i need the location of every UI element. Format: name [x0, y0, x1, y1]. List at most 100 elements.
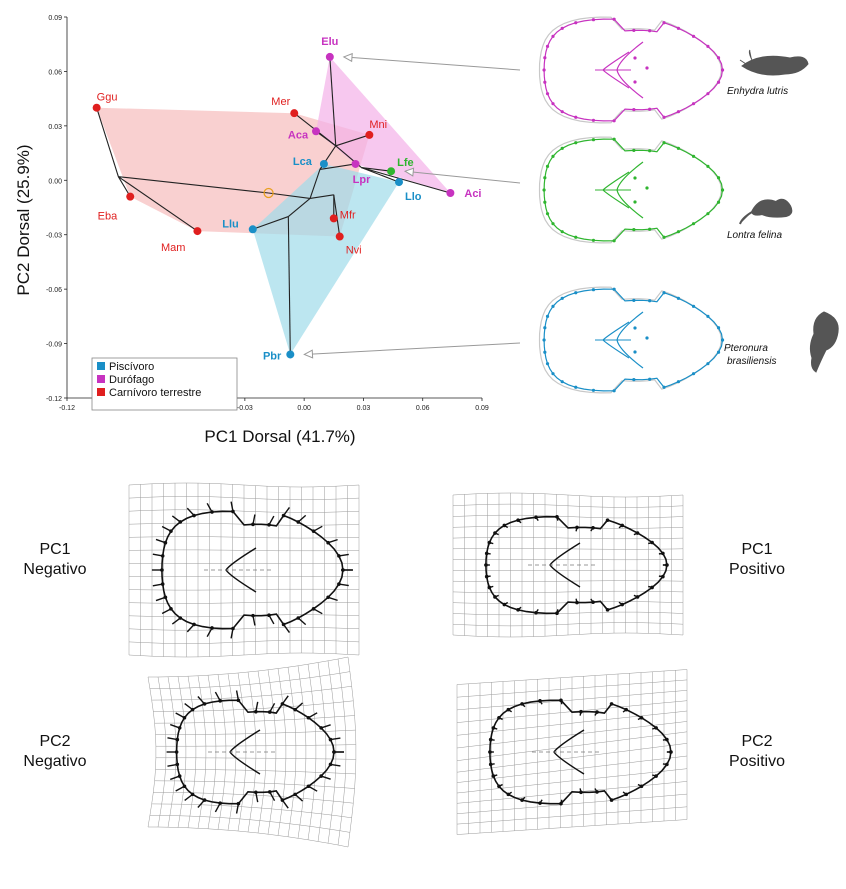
deformation-vector [662, 738, 667, 741]
skull-lontra-landmark [545, 164, 550, 168]
legend-swatch [97, 388, 105, 396]
legend-box [91, 357, 238, 411]
deformation-vector [539, 799, 543, 804]
deformation-vector [622, 791, 627, 795]
deformation-vector [308, 712, 318, 719]
tree-branch [329, 56, 337, 146]
skull-enhydra-landmark [560, 26, 564, 30]
skull-pteronura-consensus [538, 286, 723, 394]
skull-pteronura-outline [543, 288, 724, 392]
deformation-skull [175, 699, 335, 805]
deformation-vector [517, 606, 522, 611]
x-tick-label: -0.03 [237, 405, 253, 412]
skull-pteronura-landmark [543, 326, 547, 330]
skull-lontra-landmark [632, 228, 636, 232]
deformation-vector [594, 788, 598, 793]
deformation-vector [590, 598, 594, 603]
tree-branch [252, 216, 289, 230]
pc-direction-label: Positivo [729, 753, 785, 770]
deformation-vector [230, 501, 234, 512]
point-label-aca: Aca [288, 129, 309, 141]
skull-enhydra-landmark [662, 115, 666, 119]
giant-otter-silhouette [809, 311, 839, 373]
skull-pteronura-landmark [662, 385, 666, 389]
y-tick-label: 0.03 [48, 124, 62, 131]
deformation-vector [338, 553, 349, 557]
deformation-vector [230, 628, 234, 639]
tree-branch [333, 194, 341, 237]
skull-lontra-landmark [543, 200, 547, 204]
skull-pteronura-landmark [706, 314, 710, 318]
skull-enhydra-landmark [543, 80, 547, 84]
deformation-vector [327, 538, 338, 544]
skull-lontra-landmark [574, 235, 578, 239]
skull-lontra-landmark [574, 141, 578, 145]
grid-line [157, 676, 167, 828]
deformation-vector [297, 514, 307, 523]
y-tick-label: -0.12 [46, 396, 62, 403]
point-label-lca: Lca [293, 156, 313, 168]
point-mam [193, 227, 202, 236]
hull-durofago [316, 56, 451, 194]
deformation-vector [579, 788, 582, 793]
grid-line [317, 662, 327, 842]
grid-line [347, 656, 357, 848]
skull-lontra-landmark [551, 154, 555, 158]
scatter-plot: Lca Llo Llu Pbr Elu Aca Lpr Aci Ggu Mer Mni Eba Mam M… [14, 15, 489, 446]
skull-pteronura-landmark [645, 336, 649, 340]
deformation-vector [170, 775, 180, 781]
tree-branch [268, 192, 311, 199]
point-aca [312, 127, 320, 136]
root-node [263, 187, 274, 199]
point-label-pbr: Pbr [263, 350, 282, 362]
deformation-vector [517, 519, 522, 524]
deformation-vector [489, 585, 494, 589]
grid-line [147, 676, 157, 828]
skull-enhydra-landmark [560, 110, 564, 114]
grid-line [267, 669, 277, 835]
deformation-vector [268, 515, 275, 526]
point-label-llu: Llu [222, 218, 239, 230]
deformation-vector [269, 791, 276, 802]
skull-pteronura-landmark [560, 380, 564, 384]
skull-pteronura-landmark [720, 338, 725, 342]
deformation-vector [167, 737, 178, 741]
skull-pteronura-landmark [716, 326, 721, 330]
grid-line [277, 668, 287, 836]
deformation-vector [214, 691, 221, 702]
deformation-vector [313, 608, 323, 615]
skull-enhydra-landmark [716, 56, 721, 60]
skull-enhydra-landmark [543, 56, 547, 60]
deformation-vector [608, 796, 613, 801]
pointer-arrowhead [403, 167, 415, 177]
deformation-vector [313, 525, 323, 532]
skull-pteronura-landmark [574, 291, 578, 295]
tree-branch [361, 167, 400, 183]
skull-pteronura-landmark [676, 380, 681, 384]
deformation-vector [235, 690, 240, 701]
skull-lontra-consensus [538, 136, 723, 244]
deformation-vector [535, 516, 539, 521]
deformation-vector [648, 541, 653, 545]
pointer-arrow [343, 56, 521, 71]
y-tick-label: -0.09 [46, 342, 62, 349]
pc-axis-label: PC1 [39, 541, 70, 558]
deformation-vector [556, 609, 559, 614]
y-tick-label: -0.06 [46, 287, 62, 294]
deformation-vector [493, 774, 498, 777]
skull-pteronura-landmark [632, 378, 636, 382]
deformation-vector [498, 717, 503, 721]
skull-pteronura-landmark [648, 299, 652, 303]
skull-lontra-landmark [716, 176, 721, 180]
skull-pteronura-landmark [560, 296, 564, 300]
legend-swatch [97, 362, 105, 370]
point-mer [290, 109, 299, 118]
species-name: Lontra felina [727, 230, 782, 241]
tree-branch [335, 134, 370, 147]
deformation-vector [161, 608, 172, 615]
x-tick-label: 0.03 [357, 405, 371, 412]
pc-axis-label: PC2 [741, 733, 772, 750]
point-label-aci: Aci [464, 188, 481, 200]
